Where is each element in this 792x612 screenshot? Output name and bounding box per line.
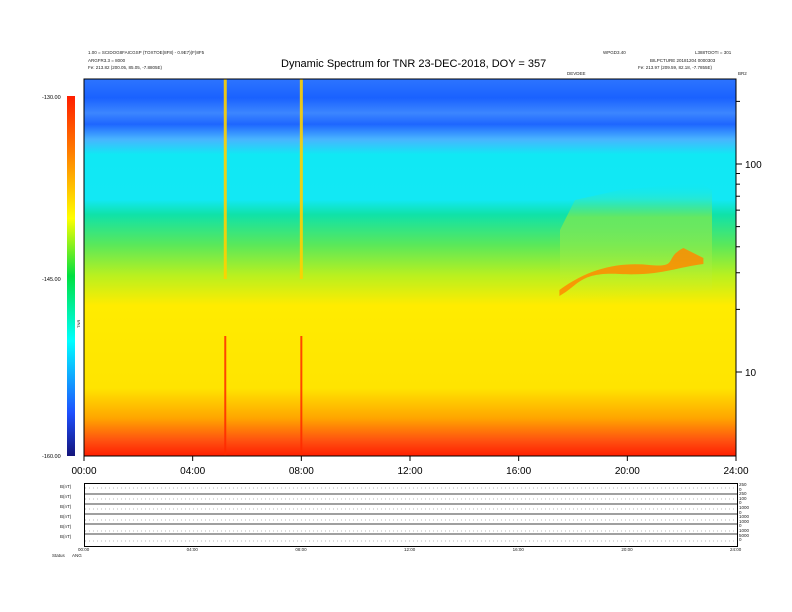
header-right-line3: Fe: 213.97 (209.59, 82.18, -7.7855E) (638, 65, 713, 70)
lower-left-label: B(nT) (60, 504, 72, 509)
lower-right-label: 1000 (739, 518, 750, 524)
burst-0 (223, 79, 227, 279)
header-left-line3: Fe: 213.82 (200.05, 85.05, -7.8805E) (88, 65, 163, 70)
footer-status: Status (52, 553, 65, 558)
lower-x-label: 04:00 (186, 547, 198, 552)
x-tick-label: 00:00 (71, 466, 96, 477)
lower-x-label: 16:00 (512, 547, 524, 552)
lower-right-label: 0 (739, 523, 742, 529)
colorbar-tick-top: -130.00 (42, 95, 61, 101)
lower-right-label: 250 (739, 491, 747, 497)
lower-x-label: 20:00 (621, 547, 633, 552)
x-tick-label: 08:00 (289, 466, 314, 477)
x-tick-label: 12:00 (397, 466, 422, 477)
lower-x-label: 12:00 (404, 547, 416, 552)
footer-ang: ANG (72, 553, 82, 558)
colorbar-label: TNR (76, 320, 81, 328)
lower-right-label: 100 (739, 495, 747, 501)
colorbar-tick-mid: -145.00 (42, 277, 61, 283)
lower-left-label: B(nT) (60, 524, 72, 529)
header-left-line1: 1.00 = SCIDOG8FAICGSP (TOXTOE(8F8) - 0.9… (88, 50, 205, 55)
header-right-top-a: WPGD3.40 (603, 50, 626, 55)
colorbar-tick-bottom: -160.00 (42, 454, 61, 460)
header-right-top-b: L388TOOTI = 301 (695, 50, 732, 55)
header-left-line2: ARGFR3.3 = 8000 (88, 58, 126, 63)
lower-left-label: B(nT) (60, 534, 72, 539)
late-day-green-rise (560, 182, 712, 300)
lower-panels (84, 483, 738, 547)
lower-right-label: 1000 (739, 514, 750, 520)
right-axis-label-10: 10 (745, 368, 757, 379)
lower-panels-plot (85, 487, 737, 542)
colorbar (67, 96, 75, 456)
header-right-line2: BILPCTURE 20181204 0000303 (650, 58, 716, 63)
lower-right-label: 250 (739, 482, 747, 487)
header-corner-small: BR2 (738, 71, 747, 76)
burst-low-1 (300, 336, 303, 456)
x-tick-label: 16:00 (506, 466, 531, 477)
lower-right-label: 0 (739, 509, 742, 515)
lower-right-label: 0 (739, 537, 742, 543)
lower-right-label: 5000 (739, 532, 750, 538)
lower-left-label: B(nT) (60, 514, 72, 519)
x-tick-label: 24:00 (723, 466, 748, 477)
burst-low-0 (224, 336, 227, 456)
chart-title: Dynamic Spectrum for TNR 23-DEC-2018, DO… (281, 58, 547, 70)
lower-right-label: 1000 (739, 505, 750, 510)
x-tick-label: 20:00 (615, 466, 640, 477)
lower-x-label: 24:00 (730, 547, 742, 552)
lower-right-label: 1000 (739, 528, 750, 533)
lower-right-label: 0 (739, 500, 742, 506)
header-center-small: DEVDEE (567, 71, 586, 76)
lower-left-label: B(nT) (60, 494, 72, 499)
emission-band (559, 248, 704, 296)
burst-1 (299, 79, 303, 279)
right-axis-label-100: 100 (745, 160, 762, 171)
x-tick-label: 04:00 (180, 466, 205, 477)
lower-left-label: B(nT) (60, 484, 72, 489)
lower-x-label: 00:00 (78, 547, 90, 552)
lower-right-label: 0 (739, 486, 742, 492)
lower-x-label: 08:00 (295, 547, 307, 552)
